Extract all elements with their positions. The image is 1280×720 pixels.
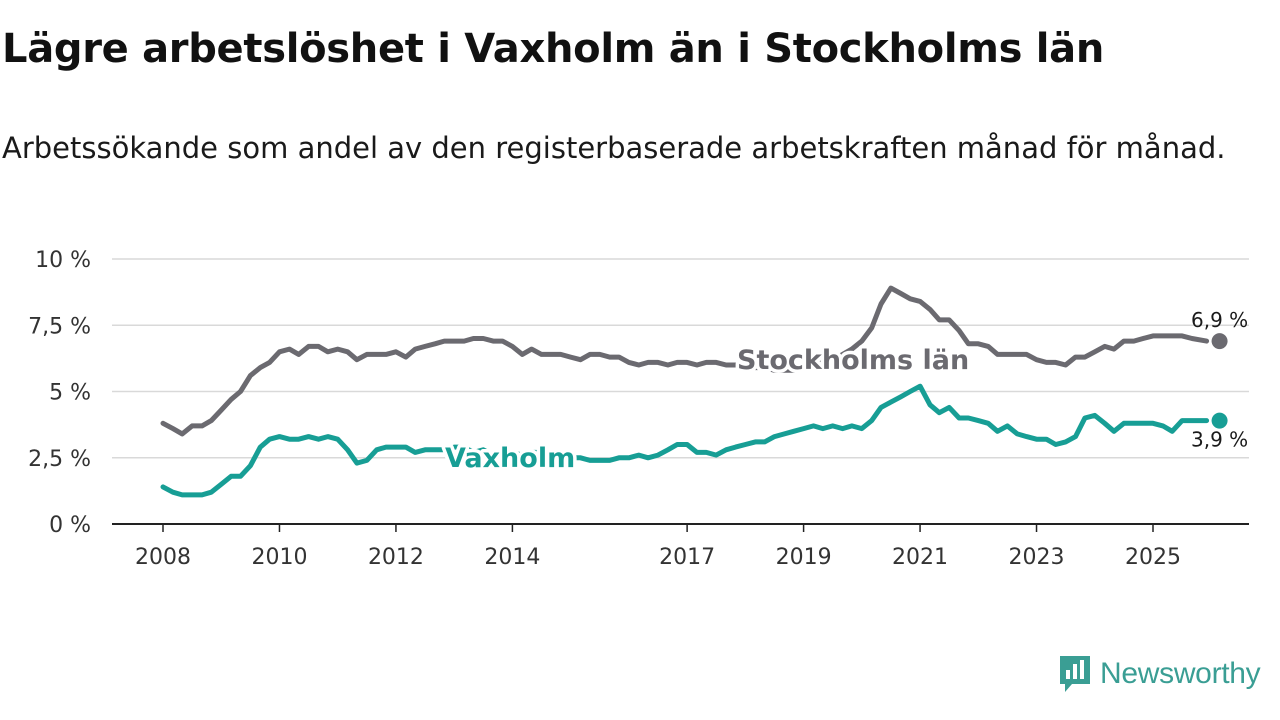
brand-name: Newsworthy (1100, 657, 1261, 690)
end-point-stockholms-l-n (1211, 333, 1228, 350)
series-label-vaxholm: Vaxholm (445, 443, 575, 474)
y-axis-ticks: 0 % 2,5 % 5 % 7,5 % 10 % (28, 248, 91, 538)
x-tick-label: 2023 (1009, 545, 1065, 570)
y-tick-label: 2,5 % (28, 447, 91, 472)
y-tick-label: 5 % (49, 381, 91, 406)
x-tick-label: 2017 (659, 545, 715, 570)
chart-title: Lägre arbetslöshet i Vaxholm än i Stockh… (2, 26, 1105, 72)
end-value-label: 6,9 % (1191, 308, 1248, 332)
series-line-vaxholm (160, 383, 1210, 498)
x-axis-ticks: 2008 2010 2012 2014 2017 2019 2021 2023 2025 (135, 524, 1181, 570)
newsworthy-logo-icon (1060, 656, 1090, 692)
y-tick-label: 7,5 % (28, 314, 91, 339)
gridlines (112, 258, 1249, 459)
newsworthy-brand[interactable]: Newsworthy (1058, 654, 1261, 694)
x-tick-label: 2025 (1125, 545, 1181, 570)
series-label-stockholms-l-n: Stockholms län (737, 345, 969, 376)
x-tick-label: 2014 (484, 545, 540, 570)
end-value-label: 3,9 % (1191, 428, 1248, 452)
x-tick-label: 2012 (368, 545, 424, 570)
series-lines (160, 285, 1228, 498)
chart-subtitle: Arbetssökande som andel av den registerb… (2, 131, 1226, 165)
y-tick-label: 0 % (49, 513, 91, 538)
end-point-vaxholm (1211, 412, 1228, 429)
series-line-stockholms-l-n (160, 285, 1210, 437)
y-tick-label: 10 % (35, 248, 91, 273)
series-labels: 6,9 % Stockholms län 3,9 % Vaxholm (442, 308, 1249, 477)
x-tick-label: 2021 (892, 545, 948, 570)
x-tick-label: 2010 (251, 545, 307, 570)
x-tick-label: 2008 (135, 545, 191, 570)
x-tick-label: 2019 (776, 545, 832, 570)
